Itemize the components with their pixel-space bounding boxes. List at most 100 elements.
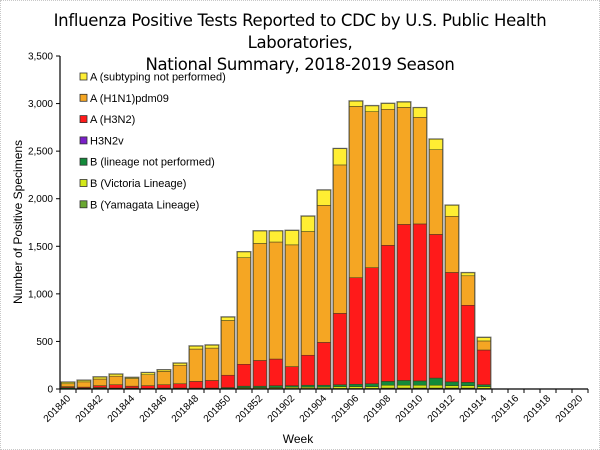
y-axis-title: Number of Positive Specimens [11,140,25,304]
bar-segment-201840-a-h1n1-pdm09 [61,383,75,387]
bar-segment-201905-a-subtyping-not-performed [333,148,347,166]
x-tick-label: 201916 [490,393,522,425]
legend-swatch-a-subtyping-not-performed [79,72,88,81]
bar-segment-201911-a-h1n1-pdm09 [429,149,443,235]
bars-group [60,100,492,390]
x-tick-label: 201840 [42,393,74,425]
legend-swatch-b-victoria-lineage [79,179,88,187]
bar-segment-201912-b-victoria-lineage [445,385,459,389]
bar-segment-201908-a-h3n2 [381,245,395,382]
x-tick-label: 201852 [234,393,266,425]
y-tick-label: 500 [36,337,53,348]
legend-swatch-b-lineage-not-performed [79,157,88,166]
x-tick-label: 201902 [266,393,298,425]
bar-segment-201911-b-lineage-not-performed [429,377,443,386]
bar-segment-201901-a-h1n1-pdm09 [269,241,283,360]
bar-segment-201913-a-h3n2 [461,305,475,383]
chart-title: Influenza Positive Tests Reported to CDC… [0,10,600,76]
bar-segment-201849-a-subtyping-not-performed [205,344,219,349]
legend-swatch-h3n2v [79,136,88,145]
y-tick-label: 2,500 [28,147,53,158]
bar-segment-201901-a-subtyping-not-performed [269,230,283,243]
chart-title-line-1: Influenza Positive Tests Reported to CDC… [53,11,547,52]
legend-label: A (H3N2) [90,114,135,126]
legend-label: A (subtyping not performed) [90,72,226,84]
bar-segment-201842-a-h3n2 [93,385,107,388]
bar-segment-201844-a-subtyping-not-performed [125,377,139,379]
bar-segment-201912-a-subtyping-not-performed [445,205,459,217]
bar-segment-201907-a-h3n2 [365,267,379,385]
bar-segment-201906-b-lineage-not-performed [349,383,363,387]
bar-segment-201840-a-subtyping-not-performed [61,382,75,385]
bar-segment-201905-a-h3n2 [333,313,347,385]
bar-segment-201849-a-h3n2 [205,380,219,389]
bar-segment-201909-b-lineage-not-performed [397,380,411,386]
bar-segment-201848-a-h1n1-pdm09 [189,348,203,382]
bar-segment-201913-a-h1n1-pdm09 [461,275,475,306]
bar-segment-201911-b-victoria-lineage [429,384,443,389]
bar-segment-201906-b-victoria-lineage [349,386,363,389]
legend-label: B (lineage not performed) [90,157,215,169]
legend-label: B (Yamagata Lineage) [90,199,199,211]
bar-segment-201905-b-victoria-lineage [333,386,347,389]
bar-segment-201851-a-subtyping-not-performed [237,251,251,258]
bar-segment-201913-a-subtyping-not-performed [461,272,475,277]
bar-segment-201910-b-victoria-lineage [413,384,427,389]
bar-segment-201905-a-h1n1-pdm09 [333,164,347,314]
y-tick-label: 1,500 [28,242,53,253]
bar-segment-201901-b-lineage-not-performed [269,385,283,388]
bar-segment-201849-a-h1n1-pdm09 [205,347,219,381]
bar-segment-201914-a-h1n1-pdm09 [477,340,491,351]
bar-segment-201907-a-h1n1-pdm09 [365,111,379,268]
bar-segment-201847-a-h1n1-pdm09 [173,364,187,385]
bar-segment-201847-a-subtyping-not-performed [173,363,187,366]
legend-label: A (H1N1)pdm09 [90,93,169,105]
legend-swatch-a-h1n1-pdm09 [79,93,88,102]
y-tick-label: 1,000 [28,289,53,300]
bar-segment-201908-a-subtyping-not-performed [381,103,395,110]
x-tick-label: 201912 [426,393,458,425]
bar-segment-201846-a-subtyping-not-performed [157,369,171,372]
y-tick-label: 3,000 [28,99,53,110]
bar-segment-201909-a-subtyping-not-performed [397,101,411,108]
x-tick-label: 201918 [522,393,554,425]
x-tick-label: 201848 [170,393,202,425]
bar-segment-201845-a-h1n1-pdm09 [141,374,155,386]
legend-label: B (Victoria Lineage) [90,178,186,190]
bar-segment-201903-a-subtyping-not-performed [301,216,315,232]
bar-segment-201842-a-h1n1-pdm09 [93,378,107,386]
bar-segment-201850-a-h3n2 [221,374,235,388]
bar-segment-201851-a-h1n1-pdm09 [237,257,251,365]
legend-label: H3N2v [90,135,124,147]
bar-segment-201845-a-subtyping-not-performed [141,372,155,375]
bar-segment-201852-a-h1n1-pdm09 [253,243,267,361]
bar-segment-201914-b-victoria-lineage [477,386,491,389]
bar-segment-201846-a-h1n1-pdm09 [157,371,171,385]
bar-segment-201912-b-lineage-not-performed [445,381,459,386]
bar-segment-201852-a-subtyping-not-performed [253,230,267,244]
x-tick-label: 201846 [138,393,170,425]
bar-segment-201902-a-h1n1-pdm09 [285,244,299,367]
bar-segment-201903-a-h1n1-pdm09 [301,231,315,356]
chart-title-line-2: National Summary, 2018-2019 Season [145,55,455,74]
bar-segment-201914-b-lineage-not-performed [477,384,491,387]
bar-segment-201910-a-subtyping-not-performed [413,107,427,118]
legend-swatch-b-yamagata-lineage [79,200,88,209]
bar-segment-201909-b-victoria-lineage [397,384,411,389]
x-tick-label: 201904 [298,393,330,425]
bar-segment-201844-a-h1n1-pdm09 [125,378,139,387]
bar-segment-201912-a-h3n2 [445,272,459,383]
bar-segment-201844-a-h3n2 [125,385,139,389]
bar-segment-201851-a-h3n2 [237,364,251,387]
bar-segment-201904-a-h1n1-pdm09 [317,205,331,343]
bar-segment-201902-a-subtyping-not-performed [285,230,299,246]
bar-segment-201914-a-h3n2 [477,349,491,385]
bar-segment-201841-a-subtyping-not-performed [77,380,91,383]
x-tick-label: 201906 [330,393,362,425]
bar-segment-201904-b-lineage-not-performed [317,384,331,388]
bar-segment-201902-a-h3n2 [285,366,299,386]
bar-segment-201850-a-h1n1-pdm09 [221,320,235,376]
bar-segment-201912-a-h1n1-pdm09 [445,216,459,273]
x-tick-label: 201920 [554,393,586,425]
